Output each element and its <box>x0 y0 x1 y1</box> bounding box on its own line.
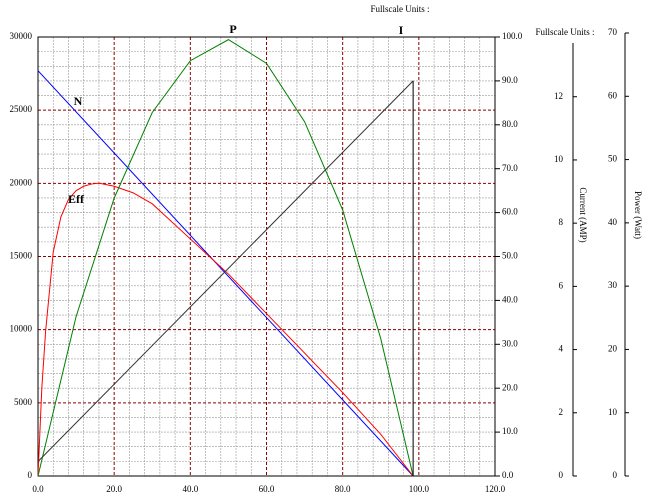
y2-tick-label: 100.0 <box>502 31 523 41</box>
y-tick-label: 0 <box>28 470 33 480</box>
axis-tick-label: 10 <box>554 154 564 164</box>
axis-tick-label: 8 <box>559 217 564 227</box>
x-tick-label: 60.0 <box>259 484 275 494</box>
x-tick-label: 20.0 <box>106 484 122 494</box>
axis-tick-label: 2 <box>559 407 564 417</box>
axis-title: Power (Watt) <box>633 191 643 239</box>
series-line <box>37 70 414 477</box>
plot-frame <box>37 36 496 477</box>
y-tick-label: 20000 <box>10 177 33 187</box>
y2-tick-label: 50.0 <box>502 251 518 261</box>
axis-tick-label: 12 <box>554 91 563 101</box>
series-label: P <box>229 22 236 36</box>
axis-tick-label: 70 <box>608 27 618 37</box>
axis-tick-label: 10 <box>608 407 618 417</box>
series-line <box>37 39 414 477</box>
series-line <box>37 182 414 477</box>
y2-tick-label: 70.0 <box>502 163 518 173</box>
y2-tick-label: 40.0 <box>502 294 518 304</box>
y2-tick-label: 60.0 <box>502 207 518 217</box>
x-tick-label: 120.0 <box>485 484 506 494</box>
axis-tick-label: 30 <box>608 280 618 290</box>
y2-tick-label: 30.0 <box>502 338 518 348</box>
y2-tick-label: 10.0 <box>502 426 518 436</box>
x-tick-label: 80.0 <box>335 484 351 494</box>
axis-tick-label: 0 <box>613 470 618 480</box>
y-tick-label: 30000 <box>10 31 33 41</box>
header-left: Fullscale Units : <box>371 4 430 14</box>
series-label: Eff <box>68 192 85 206</box>
axis-tick-label: 40 <box>608 217 618 227</box>
x-tick-label: 0.0 <box>32 484 44 494</box>
y-tick-label: 10000 <box>10 324 33 334</box>
y2-tick-label: 0.0 <box>502 470 514 480</box>
series-line <box>37 80 414 462</box>
axis-tick-label: 60 <box>608 90 618 100</box>
y-tick-label: 15000 <box>10 251 33 261</box>
x-tick-label: 40.0 <box>182 484 198 494</box>
axis-tick-label: 50 <box>608 154 618 164</box>
axis-tick-label: 4 <box>559 344 564 354</box>
y-tick-label: 25000 <box>10 104 33 114</box>
axis-tick-label: 0 <box>559 470 564 480</box>
axis-title: Current (AMP) <box>578 187 588 242</box>
y2-tick-label: 90.0 <box>502 75 518 85</box>
x-tick-label: 100.0 <box>409 484 430 494</box>
y2-tick-label: 80.0 <box>502 119 518 129</box>
y2-tick-label: 20.0 <box>502 382 518 392</box>
axis-tick-label: 20 <box>608 343 618 353</box>
y-tick-label: 5000 <box>14 397 33 407</box>
series-label: I <box>399 23 404 37</box>
header-right: Fullscale Units : <box>536 27 595 37</box>
axis-tick-label: 6 <box>559 280 564 290</box>
series-label: N <box>74 94 83 108</box>
